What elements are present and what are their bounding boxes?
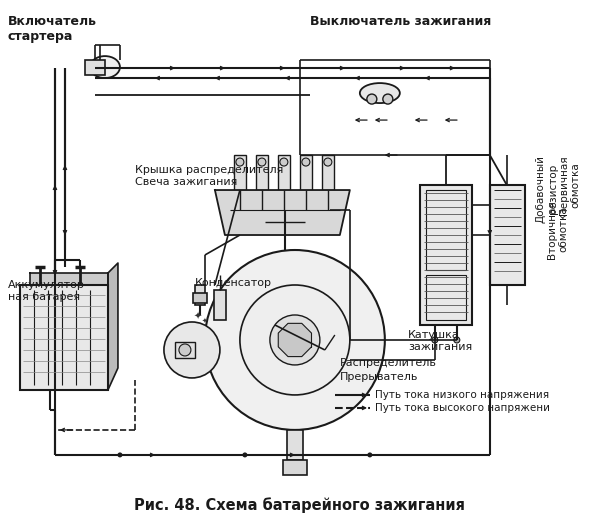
Text: Путь тока высокого напряжени: Путь тока высокого напряжени xyxy=(375,403,550,413)
Bar xyxy=(193,293,207,303)
Text: Добавочный
резистор: Добавочный резистор xyxy=(536,155,557,223)
Bar xyxy=(20,285,108,390)
Text: Прерыватель: Прерыватель xyxy=(340,372,418,382)
Circle shape xyxy=(118,452,122,457)
Polygon shape xyxy=(108,263,118,390)
Text: Распределитель: Распределитель xyxy=(340,358,437,368)
Ellipse shape xyxy=(90,56,120,78)
Text: Выключатель зажигания: Выключатель зажигания xyxy=(310,15,491,28)
Polygon shape xyxy=(278,323,311,356)
Circle shape xyxy=(258,158,266,166)
Circle shape xyxy=(324,158,332,166)
Bar xyxy=(214,290,226,320)
Circle shape xyxy=(242,452,247,457)
Circle shape xyxy=(179,344,191,356)
Bar xyxy=(85,60,105,75)
Bar xyxy=(426,190,466,270)
Bar xyxy=(283,460,307,475)
Text: Первичная
обмотка: Первичная обмотка xyxy=(559,155,581,215)
Bar xyxy=(256,155,268,190)
Circle shape xyxy=(432,337,438,343)
Bar xyxy=(175,342,195,358)
Text: Рис. 48. Схема батарейного зажигания: Рис. 48. Схема батарейного зажигания xyxy=(134,497,466,513)
Circle shape xyxy=(164,322,220,378)
Ellipse shape xyxy=(360,83,400,103)
Circle shape xyxy=(367,452,373,457)
Circle shape xyxy=(236,158,244,166)
Text: ✦: ✦ xyxy=(194,312,202,322)
Circle shape xyxy=(280,158,288,166)
Polygon shape xyxy=(30,273,108,285)
Text: Аккумулятор-
ная батарея: Аккумулятор- ная батарея xyxy=(8,280,89,301)
Text: Крышка распределителя: Крышка распределителя xyxy=(135,165,283,175)
Bar xyxy=(234,155,246,190)
Bar xyxy=(426,275,466,320)
Circle shape xyxy=(270,315,320,365)
Bar xyxy=(322,155,334,190)
Bar xyxy=(278,155,290,190)
Bar xyxy=(490,185,525,285)
Circle shape xyxy=(454,337,460,343)
Circle shape xyxy=(367,94,377,104)
Bar xyxy=(420,185,472,325)
Text: Путь тока низкого напряжения: Путь тока низкого напряжения xyxy=(375,390,549,400)
Bar xyxy=(300,155,312,190)
Text: Вторичная
обмотка: Вторичная обмотка xyxy=(547,200,569,259)
Circle shape xyxy=(240,285,350,395)
Circle shape xyxy=(302,158,310,166)
Text: Катушка
зажигания: Катушка зажигания xyxy=(408,330,472,352)
Text: Включатель
стартера: Включатель стартера xyxy=(8,15,97,43)
Bar xyxy=(287,430,303,460)
Circle shape xyxy=(383,94,393,104)
Polygon shape xyxy=(215,190,350,235)
Text: ✦: ✦ xyxy=(202,318,208,324)
Bar xyxy=(195,285,205,305)
Circle shape xyxy=(205,250,385,430)
Text: Свеча зажигания: Свеча зажигания xyxy=(135,177,238,187)
Text: Конденсатор: Конденсатор xyxy=(195,278,272,288)
